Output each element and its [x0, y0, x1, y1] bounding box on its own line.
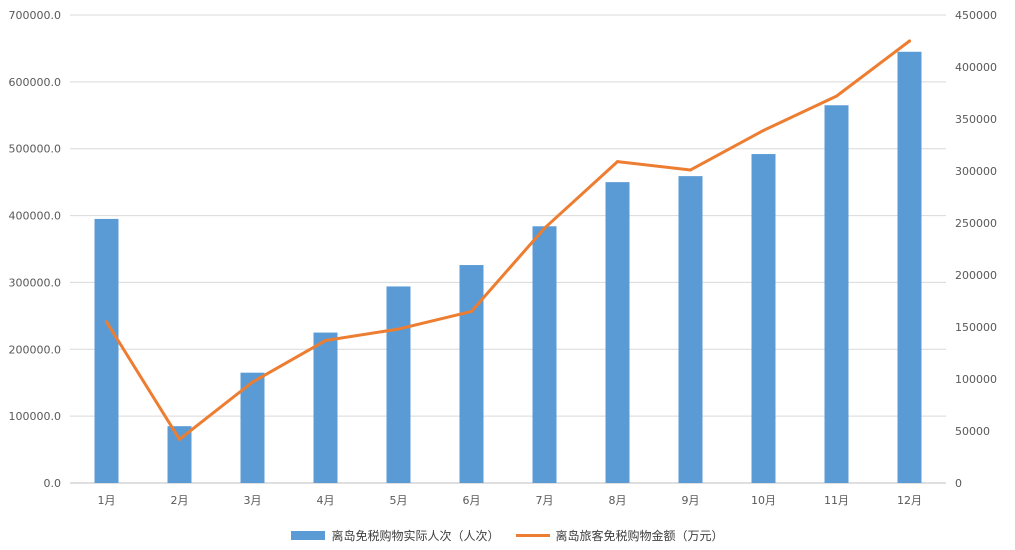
x-tick-label: 11月 [824, 494, 849, 507]
bar [386, 286, 411, 483]
line-point [908, 39, 911, 43]
line-series [105, 39, 911, 441]
right-y-tick-label: 100000 [955, 373, 997, 386]
line-point [251, 380, 254, 384]
line-point [616, 160, 619, 164]
x-tick-label: 6月 [463, 494, 481, 507]
right-y-tick-label: 350000 [955, 113, 997, 126]
legend-line-swatch [515, 533, 550, 537]
x-tick-label: 9月 [682, 494, 700, 507]
right-y-tick-label: 250000 [955, 217, 997, 230]
right-y-tick-label: 300000 [955, 165, 997, 178]
left-y-tick-label: 200000.0 [9, 343, 62, 356]
right-y-tick-label: 200000 [955, 269, 997, 282]
legend: 离岛免税购物实际人次（人次） 离岛旅客免税购物金额（万元） [0, 523, 1015, 547]
line-point [324, 339, 327, 343]
left-y-tick-label: 600000.0 [9, 76, 62, 89]
bar [532, 226, 557, 484]
left-y-tick-label: 700000.0 [9, 9, 62, 22]
x-tick-label: 7月 [536, 494, 554, 507]
x-tick-label: 2月 [171, 494, 189, 507]
bar [313, 332, 338, 483]
line-point [835, 94, 838, 98]
legend-bar-swatch [291, 530, 326, 540]
line-point [762, 128, 765, 132]
line-point [105, 320, 108, 324]
bar [240, 372, 265, 483]
right-y-tick-label: 150000 [955, 321, 997, 334]
legend-item-line-series: 离岛旅客免税购物金额（万元） [515, 527, 724, 544]
right-y-tick-label: 50000 [955, 425, 990, 438]
bar [824, 105, 849, 483]
legend-line-label: 离岛旅客免税购物金额（万元） [555, 528, 724, 543]
bar [94, 218, 119, 483]
right-y-tick-label: 400000 [955, 61, 997, 74]
bar [459, 265, 484, 483]
legend-item-bar-series: 离岛免税购物实际人次（人次） [291, 527, 500, 544]
x-tick-label: 4月 [317, 494, 335, 507]
line-point [543, 226, 546, 230]
legend-bar-label: 离岛免税购物实际人次（人次） [331, 528, 500, 543]
line-point [470, 309, 473, 313]
combo-chart: 0.0 100000.0 200000.0 300000.0 400000.0 50000… [9, 9, 998, 507]
x-tick-label: 3月 [244, 494, 262, 507]
x-tick-label: 10月 [751, 494, 776, 507]
bar [605, 182, 630, 483]
bar [897, 51, 922, 484]
bar [167, 426, 192, 483]
x-tick-label: 8月 [609, 494, 627, 507]
left-y-tick-label: 300000.0 [9, 276, 62, 289]
right-y-tick-label: 450000 [955, 9, 997, 22]
x-tick-label: 1月 [98, 494, 116, 507]
x-tick-label: 12月 [897, 494, 922, 507]
x-tick-label: 5月 [390, 494, 408, 507]
line-point [689, 168, 692, 172]
bar [751, 154, 776, 483]
line-point [397, 327, 400, 331]
left-y-tick-label: 100000.0 [9, 410, 62, 423]
left-y-tick-label: 400000.0 [9, 210, 62, 223]
left-y-tick-label: 500000.0 [9, 143, 62, 156]
bar [678, 176, 703, 483]
line-point [178, 437, 181, 441]
left-y-tick-label: 0.0 [44, 477, 62, 490]
right-y-tick-label: 0 [955, 477, 962, 490]
